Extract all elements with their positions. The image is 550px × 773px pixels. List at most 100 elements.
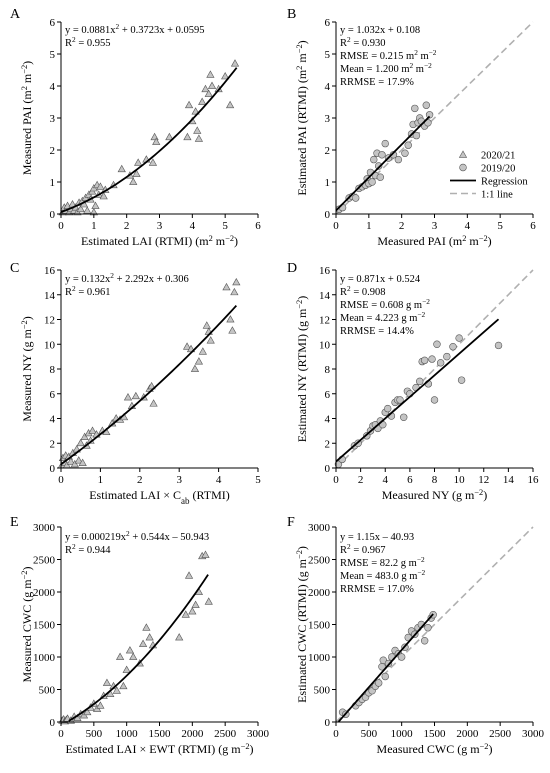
- data-point: [150, 132, 159, 141]
- data-point: [123, 393, 133, 401]
- annotation: y = 0.0881x2 + 0.3723x + 0.0595: [65, 22, 205, 37]
- x-tick-label: 2: [358, 474, 364, 486]
- data-point: [182, 342, 192, 350]
- annotation: y = 0.000219x2 + 0.544x – 50.943: [65, 529, 209, 544]
- data-point: [165, 132, 174, 141]
- data-point: [194, 357, 204, 365]
- legend-label: 2019/20: [481, 164, 515, 175]
- x-axis-label: Measured PAI (m2 m−2): [377, 234, 491, 249]
- data-point: [455, 334, 463, 342]
- data-point: [91, 201, 100, 209]
- legend-label: Regression: [481, 177, 528, 188]
- legend-marker-triangle: [458, 150, 468, 158]
- x-tick-label: 1: [366, 220, 372, 232]
- data-point: [83, 707, 92, 716]
- x-tick-label: 4: [383, 474, 389, 486]
- data-point: [424, 119, 432, 127]
- data-point: [76, 204, 85, 213]
- y-axis-label: Estimated PAI (RTMI) (m2 m−2): [295, 40, 310, 195]
- y-tick-label: 1500: [308, 620, 331, 632]
- legend-label: 1:1 line: [481, 190, 513, 201]
- y-tick-label: 0: [325, 463, 331, 475]
- data-points: [57, 277, 241, 469]
- data-point: [222, 282, 231, 291]
- y-axis-label: Measured NY (g m−2): [20, 316, 35, 421]
- x-axis-label: Measured NY (g m−2): [382, 488, 487, 503]
- data-point: [206, 336, 215, 344]
- y-tick-label: 8: [325, 364, 331, 376]
- x-tick-label: 16: [528, 474, 540, 486]
- x-tick-label: 3000: [522, 728, 545, 740]
- data-point: [370, 155, 378, 164]
- x-tick-label: 1: [91, 220, 97, 232]
- panel-label-c: C: [10, 261, 19, 276]
- x-tick-label: 2500: [214, 728, 237, 740]
- data-point: [206, 70, 215, 78]
- x-axis-label: Measured CWC (g m−2): [377, 742, 493, 757]
- data-point: [201, 84, 210, 93]
- y-tick-label: 2: [50, 145, 56, 157]
- y-tick-label: 4: [50, 414, 56, 426]
- regression-line: [335, 115, 431, 212]
- y-tick-label: 1: [325, 177, 331, 189]
- data-point: [443, 352, 451, 361]
- y-tick-label: 4: [325, 414, 331, 426]
- y-axis-label: Estimated NY (RTMI) (g m−2): [295, 296, 310, 442]
- annotation: RRMSE = 17.9%: [340, 77, 414, 88]
- data-point: [420, 356, 429, 365]
- annotation: Mean = 483.0 g m−2: [340, 568, 426, 583]
- data-points: [334, 334, 503, 468]
- y-axis-label: Measured CWC (g m−2): [20, 567, 35, 683]
- data-point: [230, 59, 240, 67]
- data-point: [194, 134, 204, 142]
- data-point: [96, 701, 105, 709]
- y-tick-label: 2000: [33, 587, 56, 599]
- data-point: [425, 111, 434, 119]
- y-tick-label: 12: [319, 315, 330, 327]
- x-tick-label: 0: [58, 220, 64, 232]
- data-point: [352, 194, 360, 202]
- panel-label-b: B: [287, 7, 296, 22]
- x-axis-label: Estimated LAI (RTMI) (m2 m−2): [81, 234, 238, 249]
- y-tick-label: 1000: [308, 652, 331, 664]
- panel-label-d: D: [287, 261, 297, 276]
- y-tick-label: 6: [325, 389, 331, 401]
- x-axis-label: Estimated LAI × EWT (RTMI) (g m−2): [65, 742, 253, 757]
- y-tick-label: 1: [50, 177, 56, 189]
- x-tick-label: 2: [137, 474, 143, 486]
- x-tick-label: 1500: [149, 728, 172, 740]
- y-tick-label: 3: [325, 113, 331, 125]
- data-point: [152, 137, 161, 145]
- data-point: [401, 149, 409, 157]
- data-point: [88, 426, 97, 434]
- data-point: [411, 104, 419, 113]
- y-axis-label: Measured PAI (m2 m−2): [20, 61, 35, 175]
- y-tick-label: 500: [39, 685, 56, 697]
- data-point: [201, 550, 210, 558]
- x-tick-label: 500: [86, 728, 103, 740]
- x-tick-label: 1500: [424, 728, 447, 740]
- annotation: RRMSE = 14.4%: [340, 326, 414, 337]
- data-point: [424, 624, 432, 632]
- data-point: [449, 343, 457, 351]
- x-tick-label: 5: [255, 474, 261, 486]
- data-point: [396, 396, 404, 404]
- data-point: [207, 81, 217, 89]
- data-point: [148, 158, 158, 166]
- x-tick-label: 3: [157, 220, 163, 232]
- data-point: [494, 341, 503, 350]
- x-tick-label: 10: [454, 474, 466, 486]
- x-tick-label: 3: [432, 220, 438, 232]
- data-point: [193, 126, 202, 134]
- y-tick-label: 12: [44, 315, 55, 327]
- regression-line: [337, 613, 434, 723]
- data-point: [232, 277, 241, 286]
- annotation: Mean = 4.223 g m−2: [340, 310, 426, 325]
- data-point: [138, 639, 148, 647]
- data-point: [376, 173, 385, 181]
- data-point: [204, 89, 213, 97]
- y-tick-label: 3000: [308, 522, 331, 534]
- data-point: [184, 100, 194, 109]
- annotation: Mean = 1.200 m2 m−2: [340, 61, 432, 76]
